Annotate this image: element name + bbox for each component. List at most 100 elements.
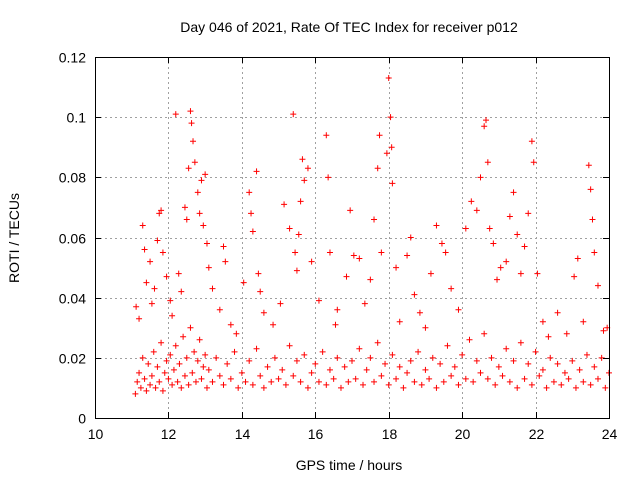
- data-point: [385, 75, 392, 82]
- data-point: [192, 378, 199, 385]
- data-point: [216, 372, 223, 379]
- data-point: [185, 165, 192, 172]
- data-point: [363, 366, 370, 373]
- x-axis-title: GPS time / hours: [296, 457, 403, 473]
- data-point: [156, 378, 163, 385]
- data-point: [602, 384, 609, 391]
- data-point: [295, 231, 302, 238]
- data-point: [231, 348, 238, 355]
- data-point: [473, 357, 480, 364]
- data-point: [178, 288, 185, 295]
- data-point: [591, 249, 598, 256]
- data-point: [152, 384, 159, 391]
- data-point: [290, 111, 297, 118]
- y-tick-label: 0.06: [59, 231, 86, 247]
- data-point: [246, 189, 253, 196]
- data-point: [181, 204, 188, 211]
- data-point: [356, 255, 363, 262]
- data-point: [183, 216, 190, 223]
- data-point: [352, 375, 359, 382]
- data-point: [396, 363, 403, 370]
- data-point: [367, 276, 374, 283]
- data-point: [481, 330, 488, 337]
- data-point: [172, 342, 179, 349]
- data-point: [141, 375, 148, 382]
- data-point: [286, 342, 293, 349]
- data-point: [286, 225, 293, 232]
- x-tick-label: 14: [235, 426, 251, 442]
- data-point: [213, 354, 220, 361]
- data-point: [532, 348, 539, 355]
- data-point: [312, 360, 319, 367]
- data-point: [202, 351, 209, 358]
- data-point: [521, 375, 528, 382]
- data-point: [222, 258, 229, 265]
- data-point: [257, 288, 264, 295]
- data-point: [297, 378, 304, 385]
- data-point: [145, 360, 152, 367]
- data-point: [499, 372, 506, 379]
- data-point: [249, 381, 256, 388]
- data-point: [376, 132, 383, 139]
- data-point: [433, 222, 440, 229]
- data-point: [591, 363, 598, 370]
- data-point: [517, 270, 524, 277]
- data-point: [484, 375, 491, 382]
- data-point: [281, 201, 288, 208]
- data-point: [187, 324, 194, 331]
- y-tick-label: 0: [78, 411, 86, 427]
- data-point: [583, 351, 590, 358]
- data-point: [483, 117, 490, 124]
- data-point: [260, 309, 267, 316]
- data-point: [422, 366, 429, 373]
- data-point: [426, 375, 433, 382]
- data-point: [147, 258, 154, 265]
- data-point: [371, 378, 378, 385]
- data-point: [249, 228, 256, 235]
- data-point: [330, 375, 337, 382]
- data-point: [418, 381, 425, 388]
- data-point: [297, 198, 304, 205]
- data-point: [143, 279, 150, 286]
- data-point: [194, 189, 201, 196]
- data-point: [163, 273, 170, 280]
- data-point: [277, 300, 284, 307]
- data-point: [528, 381, 535, 388]
- data-point: [517, 339, 524, 346]
- data-point: [194, 357, 201, 364]
- data-point: [136, 369, 143, 376]
- data-point: [158, 339, 165, 346]
- data-point: [183, 354, 190, 361]
- data-point: [580, 318, 587, 325]
- data-point: [134, 378, 141, 385]
- data-point: [396, 318, 403, 325]
- data-point: [585, 162, 592, 169]
- data-point: [576, 366, 583, 373]
- data-point: [233, 330, 240, 337]
- data-point: [539, 366, 546, 373]
- data-point: [389, 180, 396, 187]
- data-point: [455, 306, 462, 313]
- data-point: [158, 207, 165, 214]
- data-point: [525, 360, 532, 367]
- data-point: [200, 363, 207, 370]
- data-point: [360, 381, 367, 388]
- data-point: [202, 171, 209, 178]
- data-point: [455, 381, 462, 388]
- data-point: [200, 222, 207, 229]
- data-point: [203, 240, 210, 247]
- data-point: [174, 378, 181, 385]
- data-point: [594, 282, 601, 289]
- data-point: [196, 336, 203, 343]
- data-point: [404, 252, 411, 259]
- data-point: [185, 381, 192, 388]
- data-point: [477, 174, 484, 181]
- data-point: [345, 378, 352, 385]
- data-point: [393, 264, 400, 271]
- data-point: [301, 351, 308, 358]
- data-point: [169, 381, 176, 388]
- plot-frame: [95, 57, 610, 419]
- data-point: [205, 366, 212, 373]
- data-point: [448, 285, 455, 292]
- data-point: [304, 384, 311, 391]
